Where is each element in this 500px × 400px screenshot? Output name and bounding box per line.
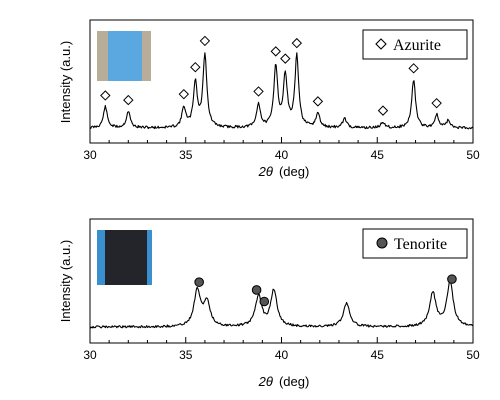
circle-peak-marker <box>259 296 270 307</box>
x-tick-label: 40 <box>275 348 289 362</box>
x-tick-label: 30 <box>83 148 97 162</box>
x-tick-label: 50 <box>466 148 480 162</box>
diamond-peak-marker <box>280 53 291 64</box>
tenorite-peak-markers <box>194 274 457 307</box>
filled-circle-icon <box>376 237 388 249</box>
diamond-peak-marker <box>291 37 303 49</box>
x-tick-label: 40 <box>275 148 289 162</box>
tenorite-legend-label: Tenorite <box>394 236 447 253</box>
tenorite-x-ticks: 30 35 40 45 50 <box>83 337 480 362</box>
diamond-peak-marker <box>100 90 111 101</box>
circle-peak-marker <box>194 277 204 287</box>
x-tick-label: 35 <box>179 148 193 162</box>
diamond-peak-marker <box>312 96 324 107</box>
diamond-peak-marker <box>377 105 389 116</box>
diamond-peak-marker <box>270 46 281 57</box>
azurite-x-ticks: 30 35 40 45 50 <box>83 137 480 162</box>
tenorite-x-axis-label: 2θ (deg) <box>258 374 310 389</box>
diamond-icon <box>375 38 387 50</box>
azurite-inset-photo <box>97 31 151 81</box>
diamond-peak-marker <box>199 35 211 47</box>
diamond-peak-marker <box>253 86 264 97</box>
diamond-peak-marker <box>178 88 190 100</box>
azurite-peak-markers <box>100 35 442 116</box>
x-tick-label: 50 <box>466 348 480 362</box>
diamond-peak-marker <box>123 94 134 106</box>
circle-peak-marker <box>447 274 457 284</box>
azurite-x-axis-label: 2θ (deg) <box>258 164 310 179</box>
tenorite-y-axis-label: Intensity (a.u.) <box>58 240 73 322</box>
x-tick-label: 45 <box>371 148 385 162</box>
azurite-legend-label: Azurite <box>393 37 441 54</box>
azurite-photo-sample <box>108 31 142 81</box>
tenorite-legend: Tenorite <box>362 228 468 259</box>
tenorite-photo-sample <box>105 230 147 285</box>
tenorite-xrd-trace <box>89 280 474 329</box>
diamond-peak-marker <box>408 63 419 74</box>
x-tick-label: 45 <box>371 348 385 362</box>
azurite-xrd-trace <box>89 52 474 130</box>
diamond-peak-marker <box>190 61 201 73</box>
diamond-peak-marker <box>431 97 442 109</box>
azurite-panel: 30 35 40 45 50 Intensity (a.u.) 2θ (deg) Azur… <box>58 19 480 179</box>
x-tick-label: 30 <box>83 348 97 362</box>
tenorite-inset-photo <box>97 230 152 285</box>
azurite-y-axis-label: Intensity (a.u.) <box>58 41 73 123</box>
x-tick-label: 35 <box>179 348 193 362</box>
azurite-legend: Azurite <box>362 29 468 60</box>
circle-peak-marker <box>251 285 262 295</box>
tenorite-panel: 30 35 40 45 50 Intensity (a.u.) 2θ (deg) Teno… <box>58 218 480 389</box>
